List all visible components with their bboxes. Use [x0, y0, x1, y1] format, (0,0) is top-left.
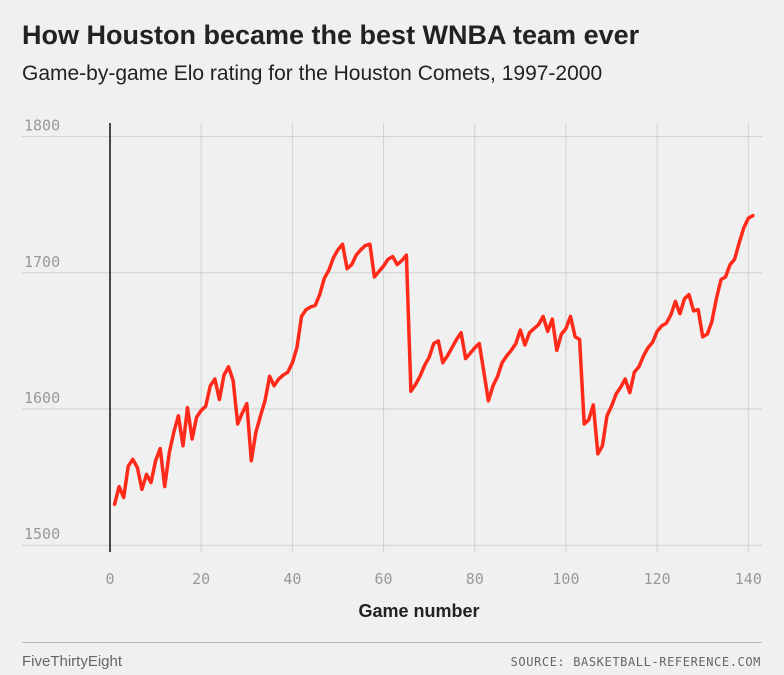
x-tick-label: 0	[105, 570, 114, 588]
y-tick-label: 1600	[24, 389, 60, 407]
series-layer	[112, 213, 755, 507]
brand-label: FiveThirtyEight	[22, 653, 123, 670]
axis-layer: 1500 1600 1700 1800 0 20 40 60 80 100 120 140	[24, 117, 762, 588]
x-tick-label: 80	[466, 570, 484, 588]
y-tick-label: 1700	[24, 253, 60, 271]
x-tick-label: 140	[735, 570, 762, 588]
y-tick-label: 1800	[24, 117, 60, 135]
x-tick-label: 20	[192, 570, 210, 588]
source-label: SOURCE: BASKETBALL-REFERENCE.COM	[510, 655, 761, 669]
elo-series-line	[112, 213, 755, 507]
footer-divider	[22, 642, 762, 643]
y-tick-label: 1500	[24, 525, 60, 543]
x-axis-title: Game number	[358, 601, 479, 621]
x-tick-label: 40	[283, 570, 301, 588]
x-tick-label: 100	[552, 570, 579, 588]
chart-subtitle: Game-by-game Elo rating for the Houston …	[22, 62, 603, 85]
grid-layer	[22, 123, 762, 552]
chart-title: How Houston became the best WNBA team ev…	[22, 20, 640, 50]
elo-line-chart: 1500 1600 1700 1800 0 20 40 60 80 100 120 140 Game …	[22, 117, 762, 621]
x-tick-label: 60	[375, 570, 393, 588]
x-tick-label: 120	[644, 570, 671, 588]
